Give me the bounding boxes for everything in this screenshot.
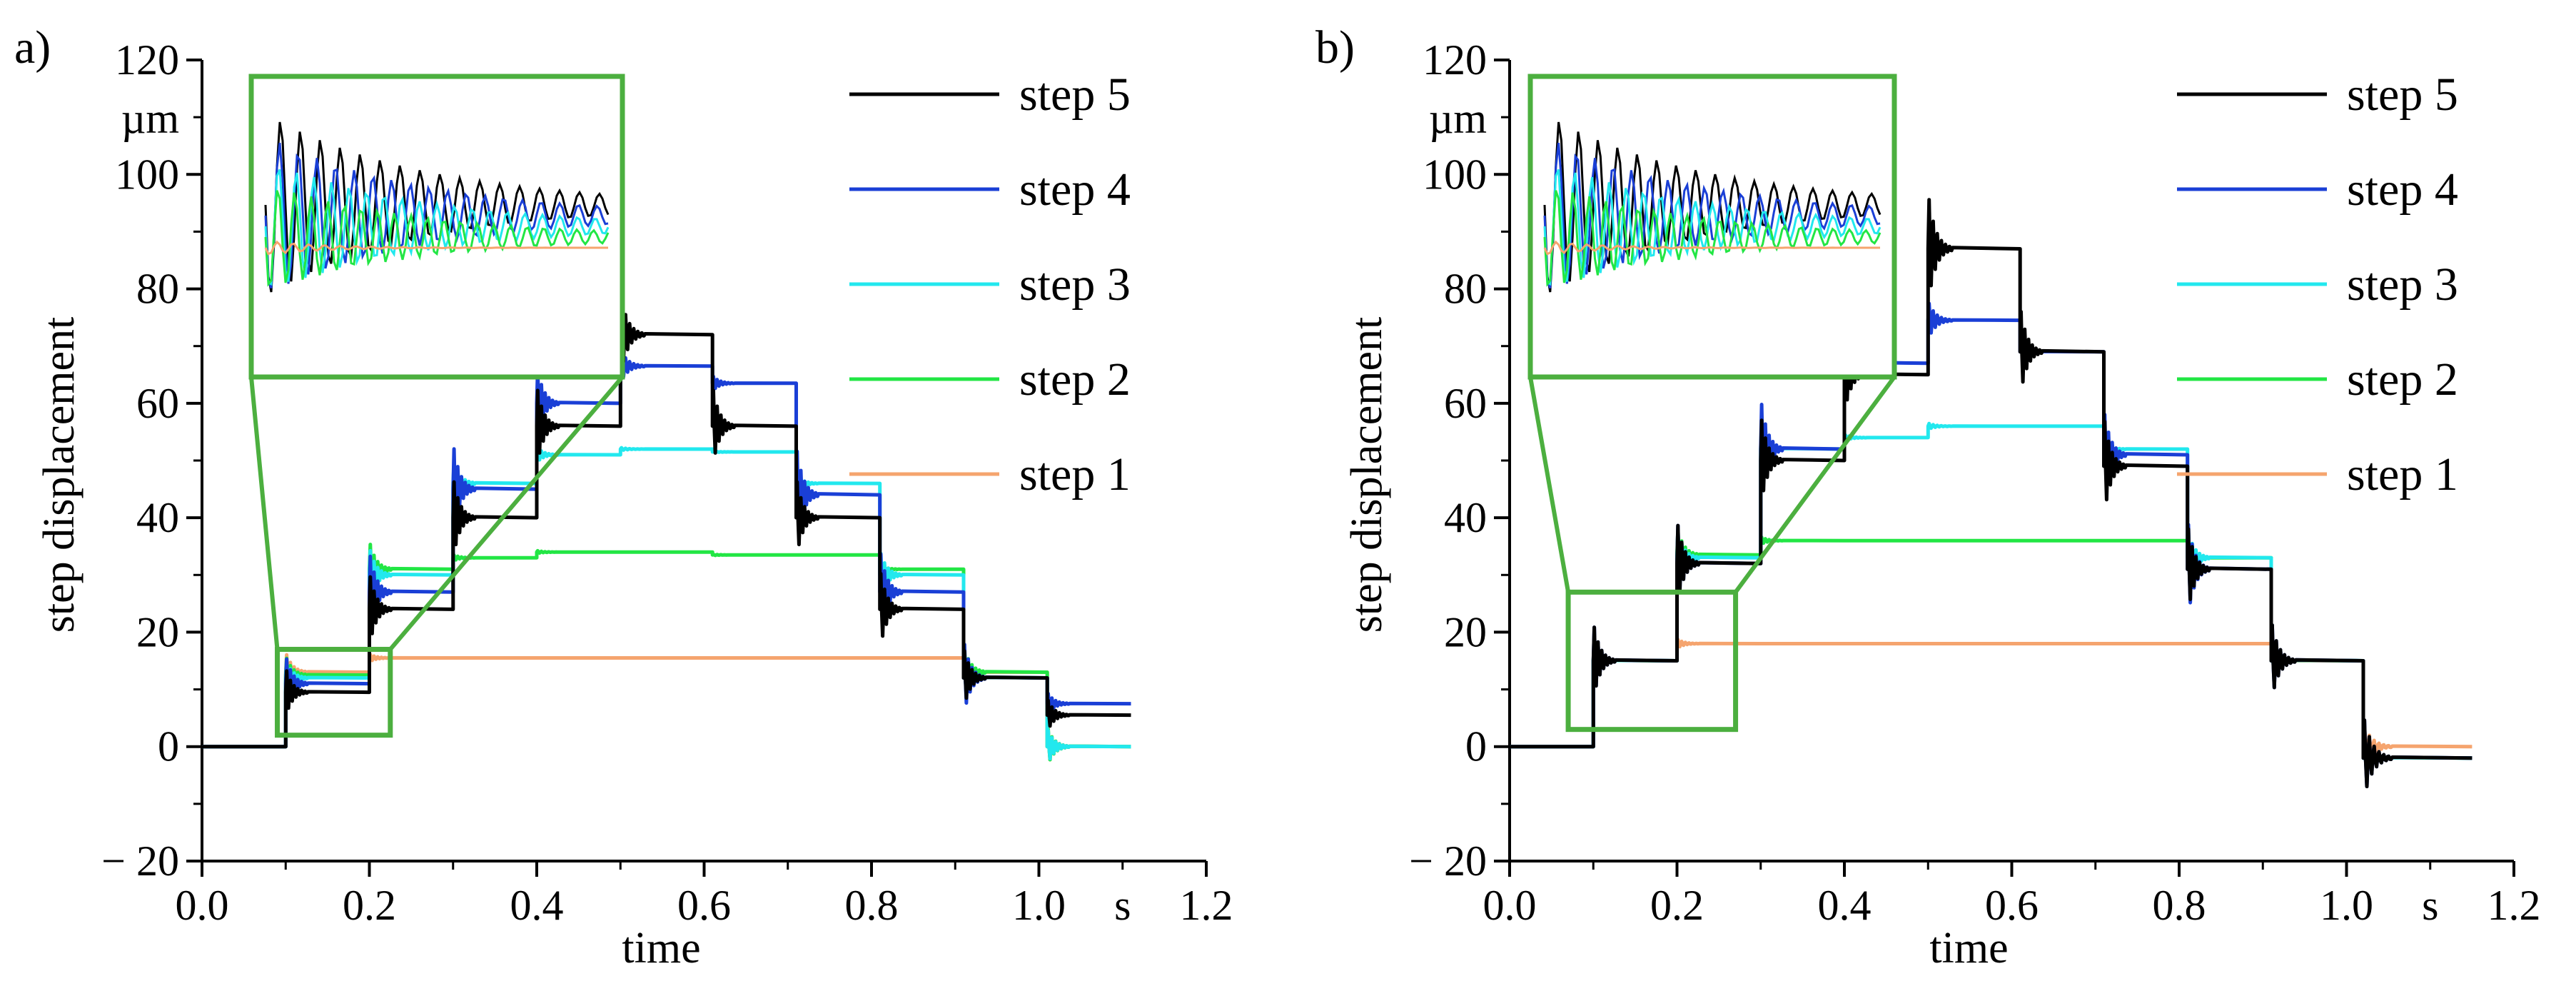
legend-label: step 4 [1019,164,1131,216]
legend-label: step 5 [2347,69,2458,121]
x-tick-label: 0.8 [2153,882,2206,929]
inset-trace-step-4 [1543,142,1881,288]
y-tick-label: 20 [1444,608,1487,655]
x-axis-title: time [622,924,700,972]
zoom-box [1565,589,1739,733]
panel-label: a) [14,21,51,74]
y-unit-label: µm [121,95,179,142]
inset-trace-step-2 [1543,190,1882,287]
y-tick-label: 60 [136,380,179,427]
x-unit-label: s [2422,882,2438,929]
x-tick-label: 0.2 [343,882,396,929]
series-line-step-2 [202,543,1131,762]
inset-trace-step-1 [264,240,608,256]
x-tick-label: 0.0 [176,882,229,929]
inset-box [1527,74,1897,380]
x-tick-label: 0.2 [1650,882,1704,929]
x-tick-label: 1.2 [2487,882,2541,929]
x-axis-title: time [1929,924,2008,972]
series-line-step-5 [202,297,1131,749]
inset-trace-step-5 [264,121,610,293]
inset-trace-step-2 [264,190,610,287]
y-tick-label: 40 [136,494,179,541]
x-unit-label: s [1114,882,1131,929]
y-tick-label: 100 [1423,151,1487,198]
y-axis-title: step displacement [35,317,84,633]
series-line-step-3 [202,446,1131,761]
y-tick-label: 60 [1444,380,1487,427]
series-line-step-2 [1510,528,2473,778]
y-tick-label: − 20 [101,837,179,885]
legend-label: step 1 [1019,448,1131,500]
series-line-step-1 [1510,638,2473,764]
panel-label: b) [1315,21,1355,74]
series-line-step-5 [1510,198,2473,788]
y-tick-label: − 20 [1409,837,1487,885]
inset-trace-step-4 [264,142,609,288]
x-tick-label: 1.0 [1012,882,1066,929]
legend-label: step 2 [2347,353,2458,406]
y-tick-label: 0 [158,723,179,770]
zoom-connector [249,376,280,650]
y-tick-label: 120 [1423,36,1487,84]
y-tick-label: 100 [115,151,179,198]
x-tick-label: 1.0 [2320,882,2373,929]
y-tick-label: 80 [136,266,179,313]
y-tick-label: 20 [136,608,179,655]
inset-trace-step-1 [1543,240,1880,256]
inset-trace-step-3 [264,168,610,286]
legend-label: step 5 [1019,69,1131,121]
y-unit-label: µm [1429,95,1487,142]
x-tick-label: 0.6 [677,882,731,929]
y-axis-title: step displacement [1343,317,1391,633]
y-tick-label: 0 [1465,723,1487,770]
x-tick-label: 0.8 [845,882,899,929]
x-tick-label: 0.0 [1483,882,1537,929]
legend-label: step 3 [2347,258,2458,311]
y-tick-label: 120 [115,36,179,84]
legend-label: step 3 [1019,258,1131,311]
zoom-connector [1734,376,1896,594]
x-tick-label: 0.4 [1818,882,1872,929]
panel-b: − 20 0 20 40 60 80 100 120 µm 0.0 0.2 0.4 0.6 0.8 1.0 1… [1343,36,2541,972]
x-tick-label: 0.4 [510,882,564,929]
inset-trace-step-3 [1543,168,1882,286]
y-tick-label: 40 [1444,494,1487,541]
legend-label: step 1 [2347,448,2458,500]
zoom-connector [388,376,625,651]
inset-trace-step-5 [1543,121,1882,293]
inset-box [248,74,625,380]
zoom-box [275,646,393,738]
x-tick-label: 0.6 [1985,882,2039,929]
legend-label: step 2 [1019,353,1131,406]
legend-label: step 4 [2347,164,2458,216]
zoom-connector [1528,376,1571,593]
series-line-step-3 [1510,421,2473,778]
panel-a: − 20 0 20 40 60 80 100 120 µm 0.0 0.2 0.4 0.6 0.8 1.0 1… [35,36,1233,972]
y-tick-label: 80 [1444,266,1487,313]
x-tick-label: 1.2 [1180,882,1233,929]
series-line-step-4 [202,350,1131,749]
